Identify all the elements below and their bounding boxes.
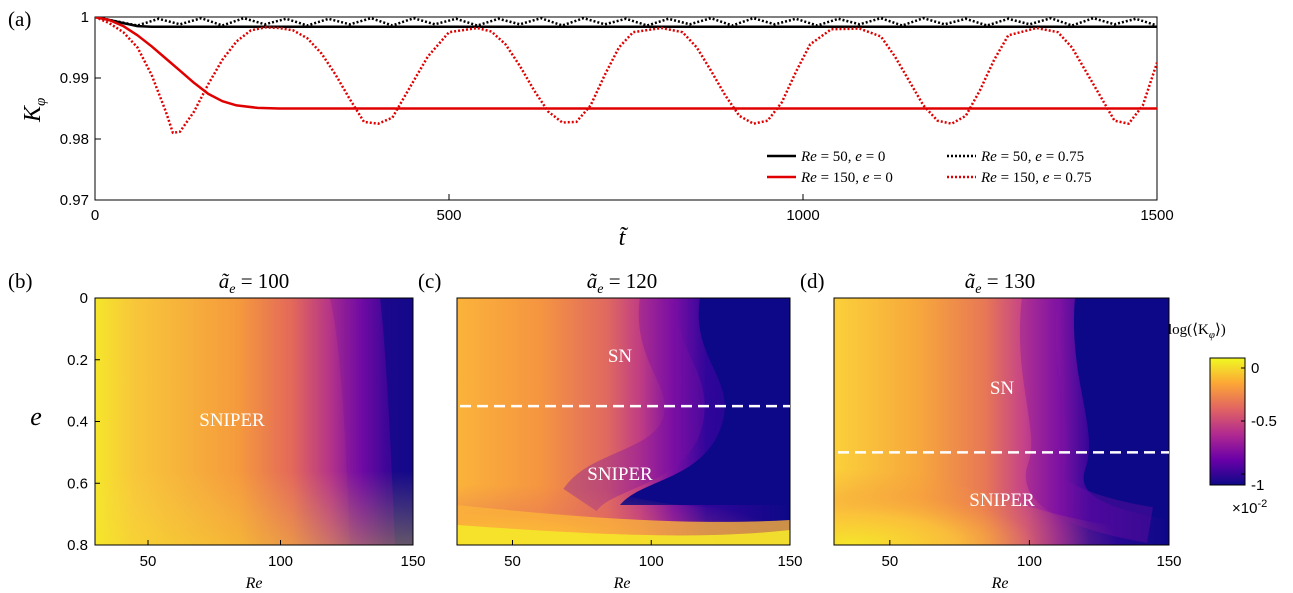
panel-a-x-axis: 0 500 1000 1500 xyxy=(91,194,1174,224)
panel-b-ylabel: e xyxy=(30,402,42,431)
panel-b: (b) ãe = 100 SNIPER 0 0.2 0.4 0.6 0.8 50 100 1… xyxy=(8,269,426,592)
legend-item-0: Re = 50, e = 0 xyxy=(800,149,885,165)
heatmap-xtick-label: 50 xyxy=(140,553,157,570)
panel-d-label: (d) xyxy=(800,269,825,293)
panel-a-ytick-label: 1 xyxy=(81,9,89,26)
legend: Re = 50, e = 0 Re = 50, e = 0.75 Re = 15… xyxy=(767,149,1092,186)
panel-a-xtick-label: 0 xyxy=(91,207,99,224)
colorbar-gradient xyxy=(1209,357,1246,486)
panel-d-x-axis: 50 100 150 xyxy=(881,540,1182,570)
colorbar-multiplier: ×10-2 xyxy=(1232,498,1267,517)
colorbar: log(⟨Kφ⟩) 0 -0.5 -1 ×10-2 xyxy=(1168,322,1277,517)
panel-d-frame xyxy=(833,297,1170,546)
panel-b-y-axis: 0 0.2 0.4 0.6 0.8 xyxy=(67,290,100,554)
heatmap-xtick-label: 150 xyxy=(1156,553,1181,570)
heatmap-ytick-label: 0.8 xyxy=(67,537,88,554)
panel-a-ytick-label: 0.97 xyxy=(60,192,89,209)
colorbar-tick-1: -0.5 xyxy=(1251,413,1277,430)
panel-a-ylabel: Kφ xyxy=(20,98,49,123)
heatmap-ytick-label: 0 xyxy=(80,290,88,307)
heatmap-xtick-label: 150 xyxy=(777,553,802,570)
panel-d-title: ãe = 130 xyxy=(965,269,1036,297)
panel-d: (d) ãe = 130 SN SNIPER 50 100 150 Re xyxy=(800,269,1182,592)
region-label-sniper: SNIPER xyxy=(969,490,1035,511)
region-label-sniper: SNIPER xyxy=(199,410,265,431)
colorbar-title: log(⟨Kφ⟩) xyxy=(1168,322,1226,341)
heatmap-ytick-label: 0.4 xyxy=(67,414,88,431)
panel-c-x-axis: 50 100 150 xyxy=(504,540,803,570)
panel-a-xtick-label: 1500 xyxy=(1140,207,1173,224)
panel-b-title: ãe = 100 xyxy=(219,269,290,297)
panel-b-label: (b) xyxy=(8,269,33,293)
heatmap-xtick-label: 50 xyxy=(881,553,898,570)
legend-item-1: Re = 50, e = 0.75 xyxy=(980,149,1084,165)
panel-a-label: (a) xyxy=(8,7,31,31)
panel-c: (c) ãe = 120 SN SNIPER 50 100 150 Re xyxy=(418,269,803,592)
heatmap-xtick-label: 100 xyxy=(268,553,293,570)
panel-a-xtick-label: 1000 xyxy=(786,207,819,224)
panel-a-ytick-label: 0.99 xyxy=(60,70,89,87)
region-label-sniper: SNIPER xyxy=(587,464,653,485)
heatmap-xtick-label: 150 xyxy=(400,553,425,570)
panel-a-plot-area xyxy=(95,17,1157,135)
heatmap-xtick-label: 100 xyxy=(1017,553,1042,570)
heatmap-ytick-label: 0.6 xyxy=(67,475,88,492)
colorbar-tick-2: -1 xyxy=(1251,477,1264,494)
panel-c-label: (c) xyxy=(418,269,441,293)
panel-c-heatmap xyxy=(457,298,790,545)
heatmap-ytick-label: 0.2 xyxy=(67,352,88,369)
region-label-sn: SN xyxy=(608,346,633,367)
panel-d-heatmap xyxy=(834,298,1169,545)
series-line-2 xyxy=(95,17,1157,110)
heatmap-xtick-label: 100 xyxy=(639,553,664,570)
panel-c-xlabel: Re xyxy=(613,575,631,592)
heatmap-xtick-label: 50 xyxy=(504,553,521,570)
panel-b-xlabel: Re xyxy=(245,575,263,592)
legend-item-3: Re = 150, e = 0.75 xyxy=(980,170,1092,186)
region-label-sn: SN xyxy=(990,378,1015,399)
panel-a: (a) 0.97 0.98 0.99 1 0 500 1000 1500 Kφ t̃ Re … xyxy=(8,7,1174,251)
series-line-3 xyxy=(95,17,1157,135)
panel-b-x-axis: 50 100 150 xyxy=(140,540,426,570)
panel-b-heatmap xyxy=(95,298,413,545)
panel-c-frame xyxy=(456,297,791,546)
series-line-1 xyxy=(95,17,1157,27)
panel-d-xlabel: Re xyxy=(991,575,1009,592)
panel-c-title: ãe = 120 xyxy=(587,269,658,297)
panel-a-xtick-label: 500 xyxy=(436,207,461,224)
panel-a-ytick-label: 0.98 xyxy=(60,131,89,148)
panel-a-xlabel: t̃ xyxy=(619,225,629,251)
legend-item-2: Re = 150, e = 0 xyxy=(800,170,893,186)
colorbar-tick-0: 0 xyxy=(1251,360,1259,377)
